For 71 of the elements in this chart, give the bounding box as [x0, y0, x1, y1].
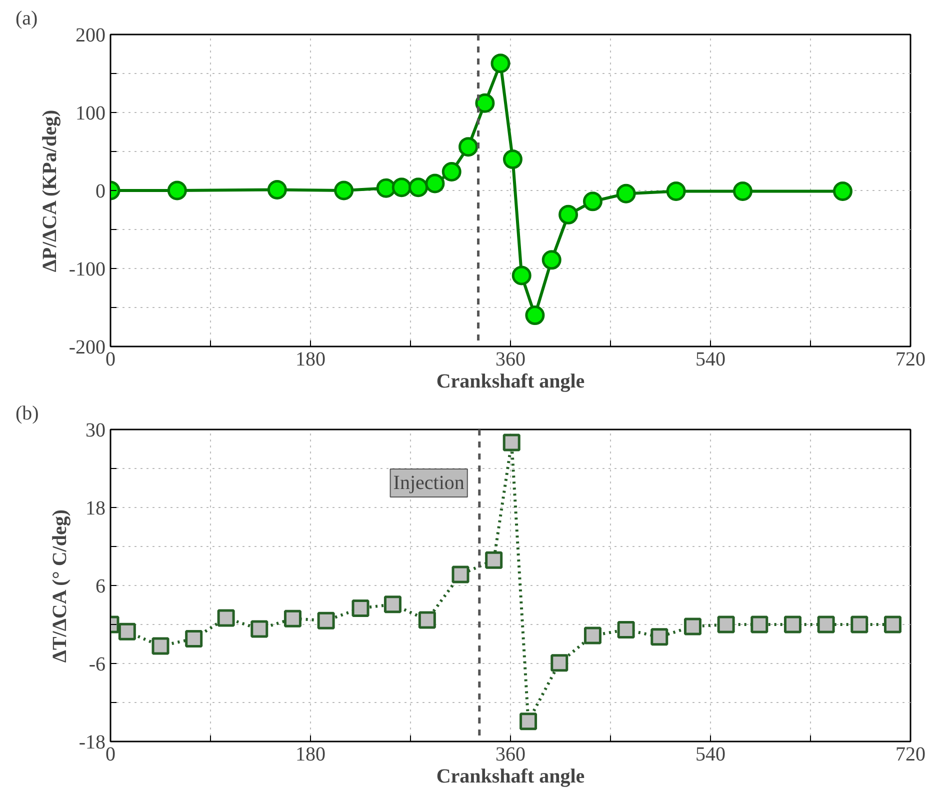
point: [512, 266, 532, 286]
point: [584, 626, 602, 644]
point: [442, 162, 462, 182]
x-tick-label: 720: [896, 744, 926, 766]
point: [267, 180, 287, 200]
point: [850, 616, 868, 634]
x-tick-label: 540: [696, 744, 726, 766]
point: [684, 618, 702, 636]
point: [717, 616, 735, 634]
point: [458, 137, 478, 157]
point: [408, 178, 428, 198]
point: [884, 616, 902, 634]
point: [817, 616, 835, 634]
x-tick-label: 180: [296, 744, 326, 766]
point: [376, 178, 396, 198]
text: (a): [16, 8, 38, 30]
point: [475, 93, 495, 113]
point: [617, 620, 635, 638]
y-tick-label: 100: [76, 102, 106, 124]
x-tick-label: 360: [496, 744, 526, 766]
point: [317, 612, 335, 630]
x-tick-label: 540: [696, 348, 726, 370]
x-tick-label: 360: [496, 348, 526, 370]
point: [452, 566, 470, 584]
x-axis-title: Crankshaft angle: [436, 370, 585, 392]
y-tick-label: 6: [96, 576, 106, 598]
point: [542, 250, 562, 270]
point: [650, 628, 668, 646]
point: [152, 637, 170, 655]
point: [616, 184, 636, 204]
y-axis-title: ΔT/ΔCA (° C/deg): [48, 510, 71, 663]
point: [425, 174, 445, 194]
y-tick-label: -18: [78, 732, 106, 754]
point: [550, 654, 568, 672]
text: (b): [16, 402, 39, 424]
y-axis-title: ΔP/ΔCA (KPa/deg): [38, 110, 61, 272]
y-tick-label: 0: [96, 180, 106, 202]
point: [352, 600, 370, 617]
point: [334, 180, 354, 200]
point: [750, 616, 768, 634]
point: [732, 182, 752, 202]
y-tick-label: -6: [88, 654, 106, 676]
point: [666, 182, 686, 202]
point: [502, 434, 520, 452]
point: [167, 180, 187, 200]
point: [418, 611, 436, 629]
y-tick-label: 18: [86, 498, 106, 520]
point: [832, 182, 852, 202]
annotation: Injection: [393, 472, 464, 494]
point: [582, 192, 602, 212]
y-tick-label: 200: [76, 24, 106, 46]
point: [392, 178, 412, 198]
point: [118, 622, 136, 640]
y-tick-label: -100: [68, 258, 106, 280]
y-tick-label: 30: [86, 420, 106, 442]
point: [490, 54, 510, 74]
point: [217, 609, 235, 627]
point: [525, 306, 545, 326]
point: [250, 620, 268, 638]
point: [185, 630, 203, 648]
y-tick-label: -200: [68, 336, 106, 358]
point: [502, 150, 522, 170]
x-tick-label: 180: [296, 348, 326, 370]
point: [384, 596, 402, 614]
x-axis-title: Crankshaft angle: [436, 766, 585, 788]
point: [784, 616, 802, 634]
point: [284, 610, 302, 628]
point: [485, 551, 503, 569]
x-tick-label: 720: [896, 348, 926, 370]
point: [520, 712, 538, 730]
point: [558, 204, 578, 224]
